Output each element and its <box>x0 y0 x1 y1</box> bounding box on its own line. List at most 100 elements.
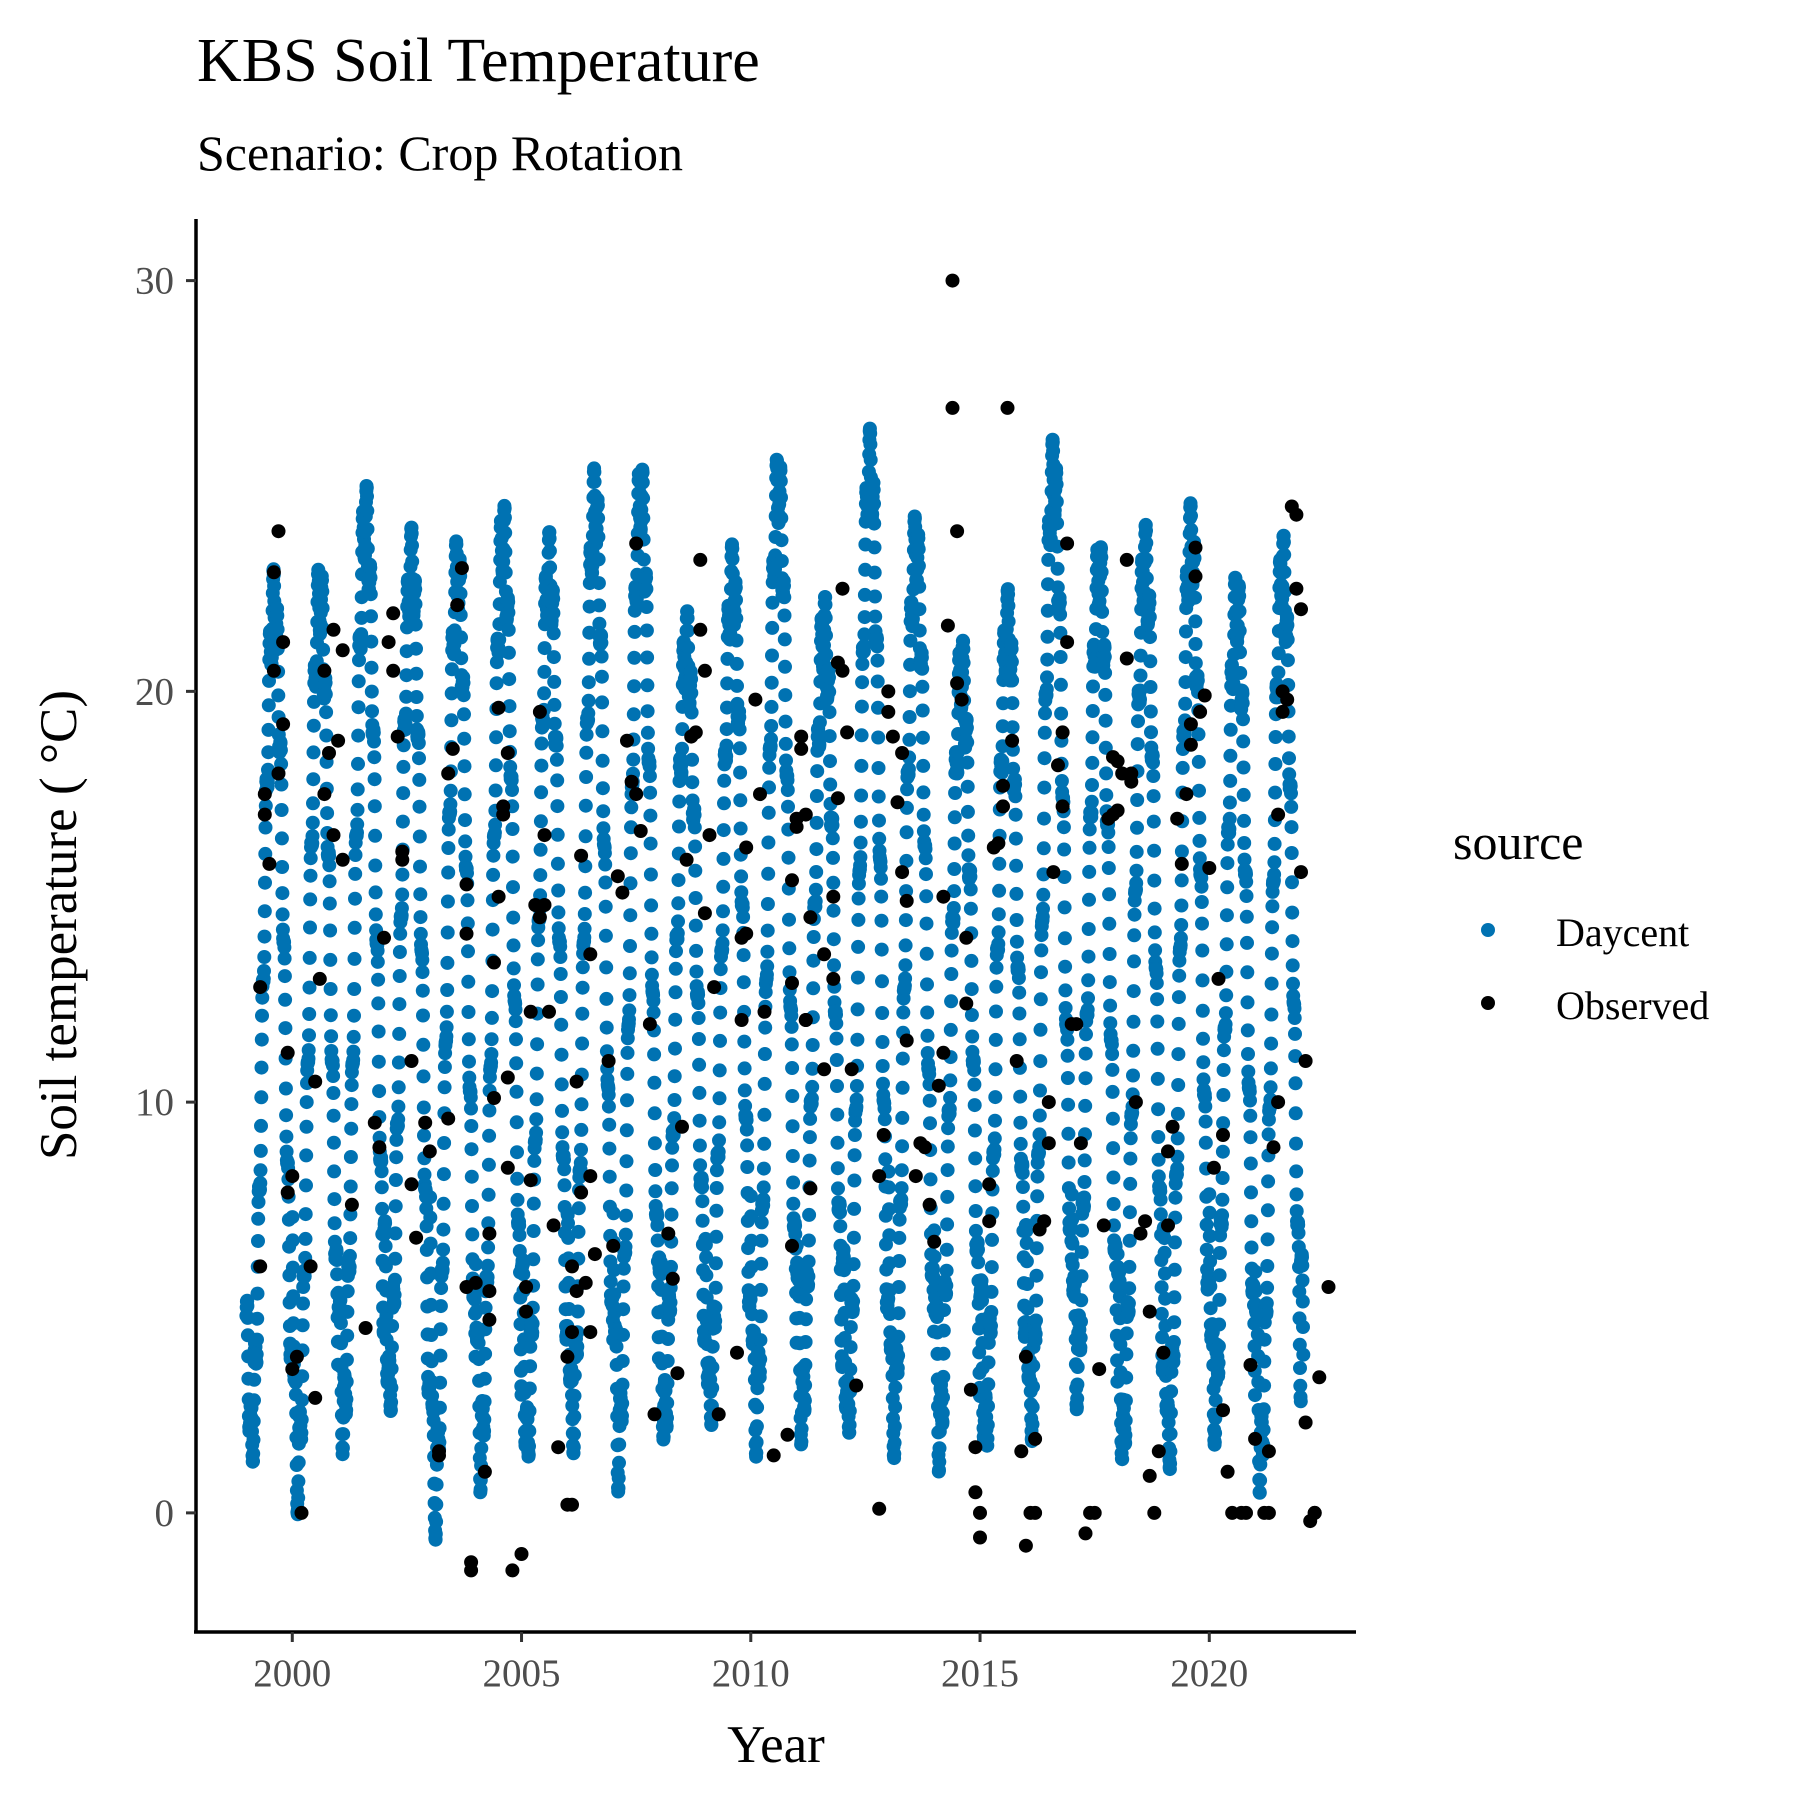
daycent-point <box>456 675 471 690</box>
daycent-point <box>1033 1022 1048 1037</box>
daycent-point <box>939 1242 954 1257</box>
daycent-point <box>992 856 1007 871</box>
daycent-point <box>647 1075 662 1090</box>
observed-point <box>895 865 910 880</box>
daycent-point <box>533 814 548 829</box>
daycent-point <box>1082 892 1096 907</box>
daycent-point <box>465 1199 479 1213</box>
daycent-point <box>744 1233 759 1248</box>
daycent-point <box>843 1362 858 1377</box>
daycent-point <box>322 858 337 873</box>
daycent-point <box>1257 1332 1272 1347</box>
daycent-point <box>591 529 606 544</box>
daycent-point <box>254 1060 269 1075</box>
daycent-point <box>299 1119 314 1134</box>
daycent-point <box>912 602 927 617</box>
observed-point <box>487 1091 501 1105</box>
daycent-point <box>478 1300 493 1315</box>
daycent-point <box>693 1158 708 1173</box>
daycent-point <box>765 620 780 635</box>
daycent-point <box>278 1021 293 1036</box>
daycent-point <box>477 1412 492 1427</box>
observed-point <box>840 725 855 740</box>
observed-point <box>899 893 914 908</box>
legend-key-observed <box>1481 996 1495 1010</box>
daycent-point <box>1106 1218 1121 1233</box>
daycent-point <box>646 993 661 1008</box>
daycent-point <box>1212 1246 1227 1260</box>
daycent-point <box>1081 991 1095 1006</box>
daycent-point <box>1112 1273 1127 1288</box>
daycent-point <box>606 1206 621 1221</box>
daycent-point <box>661 1332 675 1346</box>
observed-point <box>1220 1464 1235 1479</box>
daycent-point <box>1142 595 1157 610</box>
daycent-point <box>1123 1151 1138 1166</box>
daycent-point <box>785 1089 800 1103</box>
daycent-point <box>534 758 549 773</box>
daycent-point <box>1195 1003 1210 1018</box>
daycent-point <box>1163 1405 1178 1420</box>
daycent-point <box>1029 1313 1043 1328</box>
daycent-point <box>387 1272 402 1287</box>
daycent-point <box>866 482 881 497</box>
daycent-point <box>295 1393 309 1408</box>
daycent-point <box>943 1073 958 1088</box>
daycent-point <box>486 848 501 863</box>
daycent-point <box>960 779 975 794</box>
daycent-point <box>1098 687 1113 702</box>
daycent-point <box>733 821 748 836</box>
observed-point <box>578 1275 593 1290</box>
daycent-point <box>843 1340 858 1355</box>
daycent-point <box>315 621 330 636</box>
daycent-point <box>871 730 886 745</box>
observed-point <box>748 692 763 707</box>
daycent-point <box>927 1249 942 1264</box>
daycent-point <box>1288 1026 1302 1041</box>
daycent-point <box>1094 584 1109 598</box>
daycent-point <box>922 1067 937 1082</box>
observed-point <box>885 729 900 744</box>
daycent-point <box>715 923 730 938</box>
daycent-point <box>622 966 637 981</box>
daycent-point <box>394 901 409 916</box>
daycent-point <box>1105 1047 1120 1061</box>
observed-point <box>464 1563 479 1578</box>
daycent-point <box>648 1163 663 1177</box>
daycent-point <box>481 1240 496 1255</box>
observed-point <box>918 1140 932 1155</box>
daycent-point <box>672 794 687 809</box>
daycent-point <box>522 1424 537 1439</box>
observed-point <box>963 1382 978 1397</box>
x-axis-title: Year <box>727 1716 825 1774</box>
daycent-point <box>360 489 374 504</box>
daycent-point <box>804 1091 819 1106</box>
daycent-point <box>985 1232 999 1247</box>
daycent-point <box>692 1113 707 1128</box>
daycent-point <box>857 638 872 653</box>
daycent-point <box>595 753 610 768</box>
daycent-point <box>294 1425 309 1440</box>
daycent-point <box>1167 1262 1182 1277</box>
observed-point <box>940 618 955 633</box>
observed-point <box>835 581 850 596</box>
observed-point <box>1193 704 1208 719</box>
daycent-point <box>1232 623 1247 638</box>
daycent-point <box>1192 851 1207 866</box>
daycent-point <box>408 617 423 632</box>
daycent-point <box>708 1256 723 1271</box>
daycent-point <box>636 552 651 567</box>
daycent-point <box>342 1248 357 1263</box>
daycent-point <box>1170 1131 1185 1146</box>
daycent-point <box>688 839 703 854</box>
daycent-point <box>557 1178 572 1193</box>
daycent-point <box>890 1361 905 1375</box>
observed-point <box>665 1271 680 1286</box>
daycent-point <box>1070 1360 1085 1374</box>
daycent-point <box>619 1123 634 1138</box>
daycent-point <box>577 921 592 936</box>
daycent-point <box>846 1294 861 1309</box>
observed-point <box>459 877 474 892</box>
chart-title: KBS Soil Temperature <box>197 27 760 95</box>
